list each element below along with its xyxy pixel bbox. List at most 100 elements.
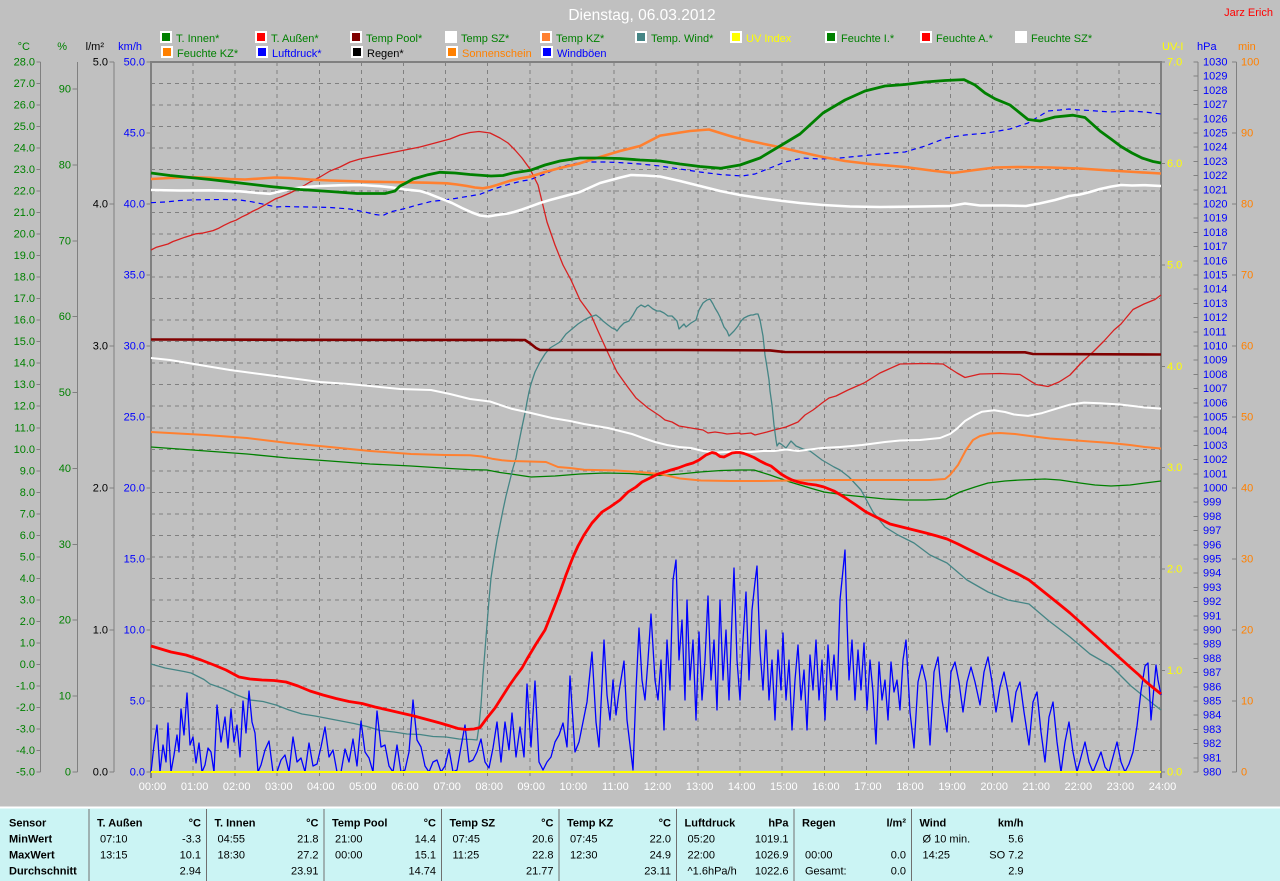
svg-text:987: 987	[1203, 667, 1221, 679]
svg-text:Temp Pool*: Temp Pool*	[366, 33, 423, 45]
svg-text:90: 90	[1241, 128, 1253, 140]
svg-text:70: 70	[1241, 270, 1253, 282]
svg-text:05:20: 05:20	[688, 834, 716, 846]
svg-text:40.0: 40.0	[124, 199, 145, 211]
svg-text:1.0: 1.0	[93, 625, 108, 637]
svg-text:4.0: 4.0	[1167, 361, 1182, 373]
svg-text:15.0: 15.0	[124, 554, 145, 566]
svg-text:l/m²: l/m²	[886, 818, 906, 830]
svg-text:18.0: 18.0	[14, 272, 35, 284]
svg-text:23.91: 23.91	[291, 866, 319, 878]
svg-text:60: 60	[59, 311, 71, 323]
svg-text:1018: 1018	[1203, 227, 1227, 239]
svg-text:2.9: 2.9	[1008, 866, 1023, 878]
svg-text:22:00: 22:00	[688, 850, 716, 862]
svg-text:13.0: 13.0	[14, 379, 35, 391]
svg-text:07:45: 07:45	[453, 834, 481, 846]
svg-text:80: 80	[59, 159, 71, 171]
svg-text:22.0: 22.0	[650, 834, 671, 846]
svg-text:1014: 1014	[1203, 284, 1227, 296]
svg-text:6.0: 6.0	[1167, 158, 1182, 170]
svg-text:995: 995	[1203, 554, 1221, 566]
svg-text:1013: 1013	[1203, 298, 1227, 310]
svg-text:2.0: 2.0	[93, 483, 108, 495]
svg-text:996: 996	[1203, 539, 1221, 551]
svg-text:T. Innen: T. Innen	[215, 818, 256, 830]
svg-text:Gesamt:: Gesamt:	[805, 866, 847, 878]
svg-text:10: 10	[1241, 696, 1253, 708]
svg-text:1006: 1006	[1203, 397, 1227, 409]
svg-text:-3.3: -3.3	[182, 834, 201, 846]
svg-text:Dienstag, 06.03.2012: Dienstag, 06.03.2012	[568, 7, 715, 24]
svg-text:Temp. Wind*: Temp. Wind*	[651, 33, 714, 45]
svg-text:km/h: km/h	[998, 818, 1024, 830]
svg-text:1017: 1017	[1203, 241, 1227, 253]
svg-text:981: 981	[1203, 752, 1221, 764]
svg-text:7.0: 7.0	[20, 508, 35, 520]
svg-text:MaxWert: MaxWert	[9, 850, 55, 862]
svg-text:27.0: 27.0	[14, 78, 35, 90]
svg-text:Temp KZ*: Temp KZ*	[556, 33, 605, 45]
svg-text:0.0: 0.0	[891, 850, 906, 862]
svg-text:3.0: 3.0	[1167, 462, 1182, 474]
svg-text:Temp KZ: Temp KZ	[567, 818, 614, 830]
svg-text:10.1: 10.1	[180, 850, 201, 862]
svg-text:986: 986	[1203, 681, 1221, 693]
svg-text:1005: 1005	[1203, 412, 1227, 424]
svg-text:6.0: 6.0	[20, 530, 35, 542]
svg-text:km/h: km/h	[118, 41, 142, 53]
svg-text:15.0: 15.0	[14, 336, 35, 348]
svg-text:980: 980	[1203, 767, 1221, 779]
svg-text:15.1: 15.1	[415, 850, 436, 862]
svg-text:45.0: 45.0	[124, 128, 145, 140]
svg-text:0.0: 0.0	[20, 659, 35, 671]
svg-text:90: 90	[59, 84, 71, 96]
svg-text:14:25: 14:25	[923, 850, 951, 862]
svg-text:Regen: Regen	[802, 818, 836, 830]
svg-text:23.11: 23.11	[644, 866, 671, 878]
svg-text:50: 50	[59, 387, 71, 399]
svg-text:991: 991	[1203, 610, 1221, 622]
svg-text:1026: 1026	[1203, 113, 1227, 125]
svg-text:1009: 1009	[1203, 355, 1227, 367]
svg-text:5.0: 5.0	[1167, 259, 1182, 271]
svg-text:T. Innen*: T. Innen*	[176, 33, 220, 45]
svg-text:1030: 1030	[1203, 57, 1227, 69]
svg-text:23:00: 23:00	[1107, 781, 1135, 793]
svg-text:°C: °C	[541, 818, 553, 830]
svg-text:T. Außen*: T. Außen*	[271, 33, 319, 45]
svg-text:1.0: 1.0	[20, 637, 35, 649]
svg-text:11:25: 11:25	[453, 850, 480, 862]
svg-text:Windböen: Windböen	[557, 48, 607, 60]
svg-text:1001: 1001	[1203, 468, 1227, 480]
svg-text:30: 30	[59, 539, 71, 551]
svg-text:hPa: hPa	[1197, 41, 1217, 53]
svg-text:8.0: 8.0	[20, 487, 35, 499]
svg-text:26.0: 26.0	[14, 100, 35, 112]
svg-text:5.0: 5.0	[93, 57, 108, 69]
svg-text:20: 20	[1241, 625, 1253, 637]
svg-text:0.0: 0.0	[130, 767, 145, 779]
svg-text:4.0: 4.0	[20, 573, 35, 585]
svg-text:60: 60	[1241, 341, 1253, 353]
svg-text:21:00: 21:00	[1022, 781, 1050, 793]
svg-text:20.0: 20.0	[124, 483, 145, 495]
svg-text:°C: °C	[306, 818, 318, 830]
svg-text:Feuchte KZ*: Feuchte KZ*	[177, 48, 239, 60]
svg-text:0.0: 0.0	[1167, 767, 1182, 779]
svg-text:1008: 1008	[1203, 369, 1227, 381]
svg-text:21.8: 21.8	[297, 834, 318, 846]
svg-text:08:00: 08:00	[475, 781, 503, 793]
svg-text:1024: 1024	[1203, 142, 1227, 154]
svg-text:Sensor: Sensor	[9, 818, 47, 830]
svg-text:50: 50	[1241, 412, 1253, 424]
svg-text:00:00: 00:00	[335, 850, 363, 862]
svg-text:993: 993	[1203, 582, 1221, 594]
svg-text:24.9: 24.9	[650, 850, 671, 862]
svg-text:19.0: 19.0	[14, 250, 35, 262]
svg-text:100: 100	[1241, 57, 1259, 69]
svg-text:Regen*: Regen*	[367, 48, 404, 60]
svg-text:0.0: 0.0	[93, 767, 108, 779]
svg-text:17.0: 17.0	[14, 293, 35, 305]
svg-text:Temp SZ: Temp SZ	[450, 818, 496, 830]
